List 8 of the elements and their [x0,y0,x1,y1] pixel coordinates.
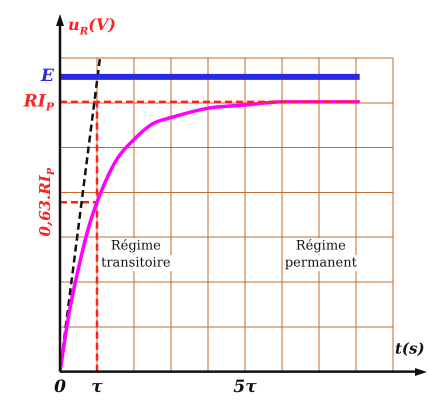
annotation: Régime transitoire [101,238,171,271]
annotation: 0,63.RIP [36,167,57,237]
x-axis-title: t(s) [395,339,425,358]
x-tick-label: τ [91,377,104,398]
ref-line-label: E [40,66,56,86]
x-tick-label: 0 [54,377,66,398]
annotation: Régime permanent [284,238,358,271]
x-tick-label: 5τ [233,377,258,398]
